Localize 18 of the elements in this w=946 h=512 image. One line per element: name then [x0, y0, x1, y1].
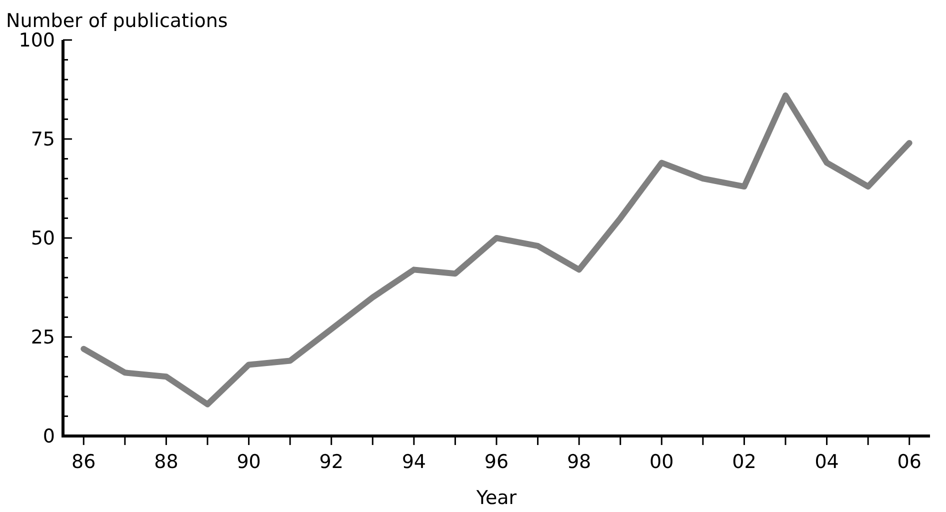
y-tick-label: 50: [30, 228, 55, 250]
x-tick-label: 98: [566, 451, 592, 473]
x-tick-label: 02: [732, 451, 756, 473]
x-tick-label: 86: [72, 451, 96, 473]
x-tick-label: 06: [897, 451, 922, 473]
x-tick-label: 04: [814, 451, 839, 473]
y-tick-label: 25: [30, 326, 55, 349]
y-tick-label: 100: [18, 30, 55, 52]
y-axis-title: Number of publications: [6, 10, 228, 32]
x-tick-label: 00: [650, 451, 674, 473]
x-tick-label: 92: [319, 451, 344, 473]
x-tick-label: 88: [154, 451, 178, 473]
y-tick-label: 0: [42, 426, 55, 448]
x-tick-label: 90: [236, 451, 261, 473]
x-tick-label: 96: [484, 451, 509, 473]
x-axis-title: Year: [475, 487, 517, 509]
x-tick-label: 94: [402, 451, 426, 473]
y-tick-label: 75: [30, 128, 55, 151]
